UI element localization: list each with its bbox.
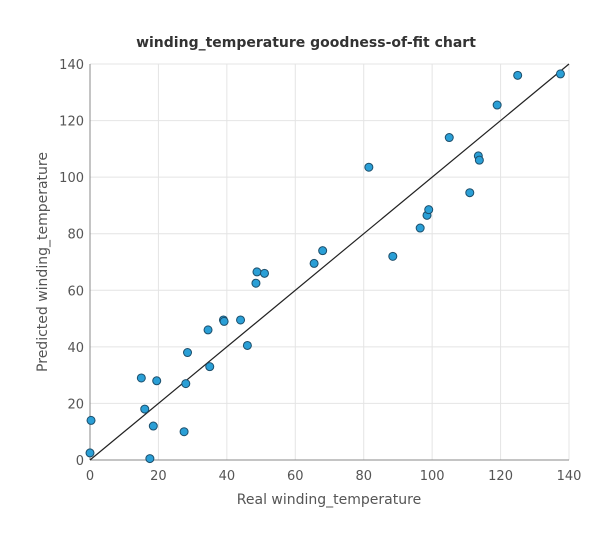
data-point bbox=[555, 69, 565, 79]
y-tick-label: 80 bbox=[67, 228, 84, 243]
data-point bbox=[179, 427, 189, 437]
data-point bbox=[513, 70, 523, 80]
data-point bbox=[474, 155, 484, 165]
data-point bbox=[148, 421, 158, 431]
data-point bbox=[203, 325, 213, 335]
data-point bbox=[364, 162, 374, 172]
y-tick-label: 140 bbox=[59, 58, 84, 73]
data-point bbox=[415, 223, 425, 233]
x-tick-label: 20 bbox=[150, 469, 167, 484]
data-point bbox=[236, 315, 246, 325]
data-point bbox=[85, 448, 95, 458]
axes bbox=[89, 64, 569, 461]
data-point bbox=[152, 376, 162, 386]
y-axis-label: Predicted winding_temperature bbox=[35, 152, 51, 372]
data-point bbox=[140, 404, 150, 414]
x-tick-label: 0 bbox=[86, 469, 94, 484]
data-point bbox=[388, 251, 398, 261]
x-tick-labels: 0 20 40 60 80 100 120 140 bbox=[86, 469, 582, 484]
data-point bbox=[86, 415, 96, 425]
y-tick-label: 0 bbox=[76, 454, 84, 469]
chart-title: winding_temperature goodness-of-fit char… bbox=[136, 35, 476, 51]
x-tick-label: 140 bbox=[557, 469, 582, 484]
y-tick-label: 120 bbox=[59, 115, 84, 130]
data-point bbox=[444, 133, 454, 143]
data-point bbox=[242, 340, 252, 350]
x-tick-label: 40 bbox=[219, 469, 236, 484]
x-tick-label: 120 bbox=[488, 469, 513, 484]
data-point bbox=[424, 205, 434, 215]
data-point bbox=[181, 379, 191, 389]
x-axis-label: Real winding_temperature bbox=[237, 492, 421, 508]
data-point bbox=[492, 100, 502, 110]
y-tick-label: 100 bbox=[59, 171, 84, 186]
x-tick-label: 60 bbox=[287, 469, 304, 484]
data-point bbox=[145, 454, 155, 464]
data-point bbox=[318, 246, 328, 256]
data-point bbox=[259, 268, 269, 278]
data-point bbox=[251, 278, 261, 288]
data-point bbox=[136, 373, 146, 383]
data-point bbox=[205, 362, 215, 372]
y-tick-labels: 0 20 40 60 80 100 120 140 bbox=[59, 58, 84, 469]
y-tick-label: 20 bbox=[67, 397, 84, 412]
fit-line bbox=[89, 63, 570, 461]
x-tick-label: 80 bbox=[355, 469, 372, 484]
data-point bbox=[309, 258, 319, 268]
data-point bbox=[465, 188, 475, 198]
data-point bbox=[252, 267, 262, 277]
grid bbox=[89, 63, 570, 461]
data-point bbox=[219, 316, 229, 326]
x-tick-label: 100 bbox=[420, 469, 445, 484]
data-point bbox=[183, 348, 193, 358]
data-points bbox=[85, 69, 565, 464]
y-tick-label: 60 bbox=[67, 284, 84, 299]
y-tick-label: 40 bbox=[67, 341, 84, 356]
